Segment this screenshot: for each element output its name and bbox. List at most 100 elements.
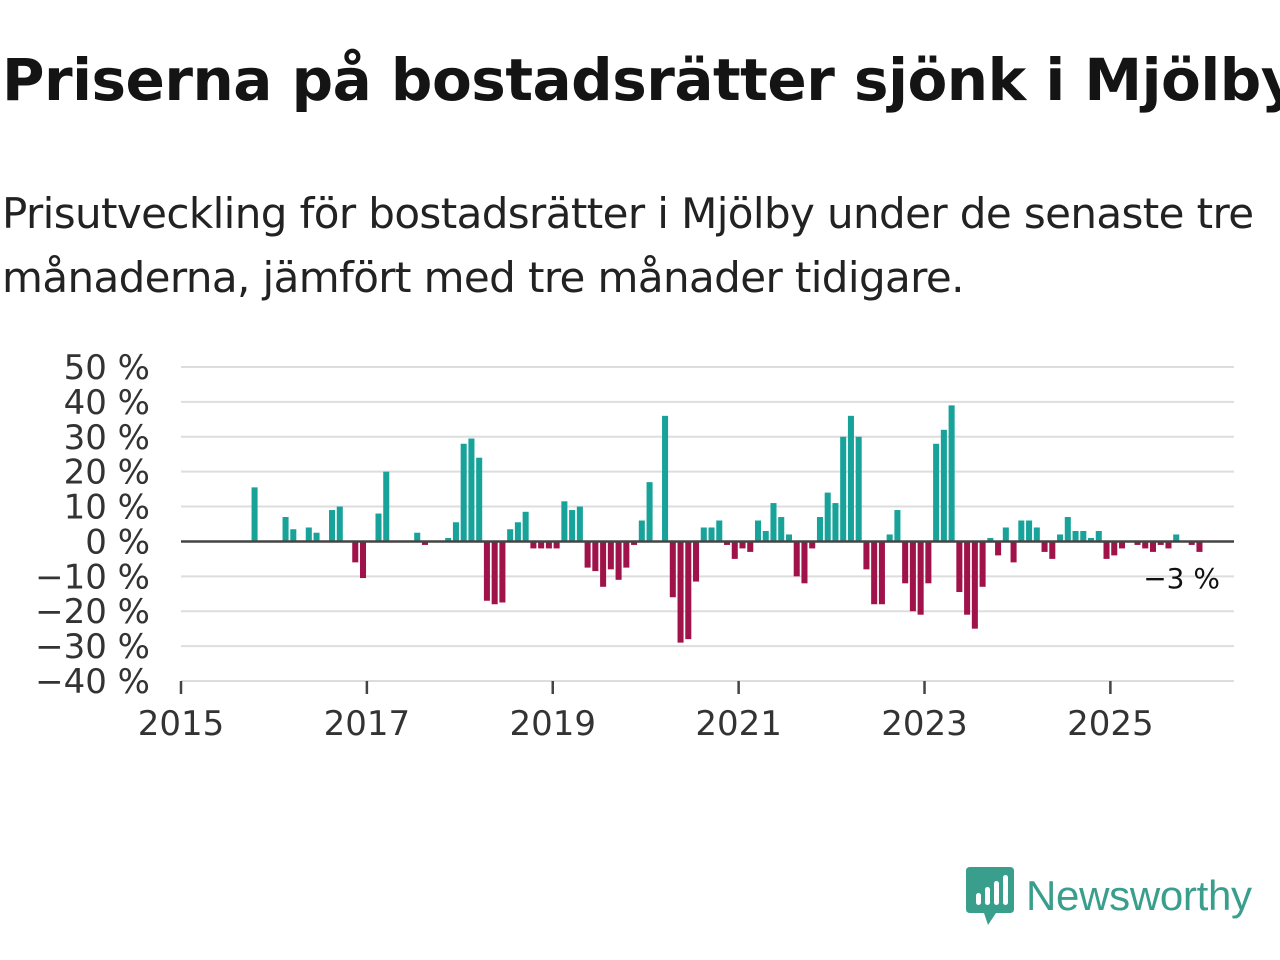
bar — [468, 438, 475, 542]
bar — [615, 541, 622, 580]
bar — [476, 457, 483, 542]
price-change-bar-chart: 50 %40 %30 %20 %10 %0 %−10 %−20 %−30 %−4… — [35, 348, 1234, 744]
bar — [747, 541, 754, 552]
bar — [1018, 520, 1025, 542]
newsworthy-logo-icon — [966, 867, 1014, 925]
bar — [754, 520, 762, 542]
x-tick-label: 2025 — [1067, 704, 1154, 744]
bar — [1134, 541, 1141, 545]
bar — [1033, 527, 1040, 542]
page-title: Priserna på bostadsrätter sjönk i Mjölby — [2, 46, 1280, 114]
bar — [1118, 541, 1126, 549]
bar — [987, 537, 994, 542]
bar — [623, 541, 630, 568]
bar — [290, 529, 297, 542]
bar — [816, 517, 823, 542]
bar — [538, 541, 545, 549]
bar — [840, 436, 847, 542]
x-tick-label: 2023 — [881, 704, 968, 744]
bar — [824, 492, 831, 542]
bar — [1149, 541, 1157, 552]
bar — [383, 471, 390, 542]
bar — [731, 541, 738, 559]
bars — [251, 405, 1203, 643]
y-tick-label: 10 % — [64, 488, 150, 528]
y-tick-label: −10 % — [35, 557, 150, 597]
newsworthy-logo: Newsworthy — [964, 864, 1252, 928]
bar — [716, 520, 723, 542]
bar — [1165, 541, 1172, 549]
bar — [445, 537, 452, 542]
bar — [569, 510, 576, 542]
bar — [1088, 537, 1095, 542]
bar — [739, 541, 746, 549]
bar — [514, 522, 521, 542]
bar — [871, 541, 878, 605]
bar — [646, 482, 653, 542]
bar — [956, 541, 963, 593]
bar — [1064, 517, 1071, 542]
bar — [693, 541, 700, 582]
bar — [1002, 527, 1009, 542]
x-tick-label: 2017 — [324, 704, 411, 744]
bar — [1026, 520, 1033, 542]
bar — [607, 541, 614, 570]
bar — [483, 541, 490, 601]
bar — [809, 541, 816, 549]
bar — [553, 541, 560, 549]
x-tick-label: 2019 — [509, 704, 596, 744]
bar — [414, 532, 421, 542]
y-tick-label: −30 % — [35, 627, 150, 667]
bar — [685, 541, 692, 640]
bar — [359, 541, 367, 579]
bar — [770, 503, 777, 542]
bar — [1173, 534, 1180, 542]
bar — [282, 517, 289, 542]
y-axis-labels: 50 %40 %30 %20 %10 %0 %−10 %−20 %−30 %−4… — [35, 348, 150, 702]
bar — [507, 529, 514, 542]
y-tick-label: 50 % — [64, 348, 150, 388]
bar — [313, 532, 320, 542]
bar — [778, 517, 785, 542]
bar — [662, 415, 669, 542]
y-tick-label: −20 % — [35, 592, 150, 632]
x-axis: 2015 2017 2019 2021 2023 2025 — [138, 540, 1234, 744]
bar — [995, 541, 1002, 556]
bar — [669, 541, 676, 598]
bar — [561, 501, 568, 542]
bar — [700, 527, 707, 542]
bar — [576, 506, 583, 542]
bar — [785, 534, 792, 542]
bar — [460, 443, 467, 542]
bar — [499, 541, 506, 603]
bar — [545, 541, 552, 549]
y-tick-label: 30 % — [64, 418, 150, 458]
chart-subtitle: Prisutveckling för bostadsrätter i Mjölb… — [2, 189, 1254, 302]
bar — [1049, 541, 1056, 559]
bar — [491, 541, 498, 605]
bar — [933, 443, 940, 542]
brand-name: Newsworthy — [1026, 872, 1252, 919]
bar — [708, 527, 715, 542]
bar — [1157, 541, 1164, 545]
bar — [925, 541, 932, 584]
bar — [940, 429, 947, 542]
bar — [909, 541, 916, 612]
bar — [452, 522, 459, 542]
bar — [1057, 534, 1064, 542]
bar — [902, 541, 909, 584]
bar — [305, 527, 312, 542]
bar — [762, 530, 769, 542]
bar — [530, 541, 537, 549]
bar — [832, 503, 839, 542]
bar — [847, 415, 854, 542]
bar — [917, 541, 924, 615]
y-tick-label: 40 % — [64, 383, 150, 423]
bar — [631, 541, 638, 545]
bar — [801, 541, 808, 584]
bar — [1188, 541, 1195, 545]
bar — [894, 510, 901, 542]
bar — [584, 541, 591, 568]
bar — [336, 506, 343, 542]
bar — [1080, 530, 1087, 542]
